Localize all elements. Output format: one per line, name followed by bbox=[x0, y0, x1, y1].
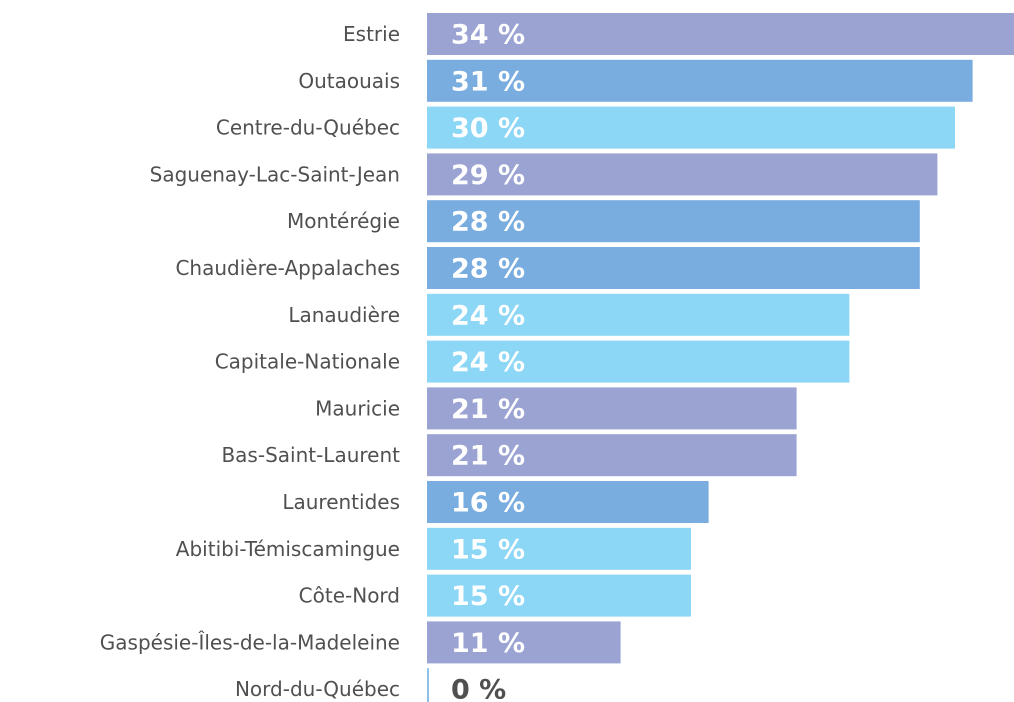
category-label: Capitale-Nationale bbox=[215, 350, 400, 374]
category-label: Outaouais bbox=[298, 69, 400, 93]
bar bbox=[427, 481, 709, 523]
bar bbox=[427, 340, 850, 383]
bar bbox=[427, 574, 691, 617]
category-label: Gaspésie-Îles-de-la-Madeleine bbox=[100, 630, 400, 654]
category-label: Abitibi-Témiscamingue bbox=[176, 537, 400, 561]
value-label: 21 % bbox=[451, 441, 525, 472]
value-label: 28 % bbox=[451, 207, 525, 238]
value-label: 0 % bbox=[451, 675, 506, 702]
bar bbox=[427, 247, 920, 289]
bar bbox=[427, 200, 920, 243]
bar bbox=[427, 387, 797, 430]
bar bbox=[427, 59, 973, 102]
value-label: 29 % bbox=[451, 160, 525, 191]
value-label: 28 % bbox=[451, 254, 525, 285]
value-label: 24 % bbox=[451, 300, 525, 331]
category-label: Nord-du-Québec bbox=[235, 677, 400, 701]
bar bbox=[427, 13, 1014, 55]
bar bbox=[427, 527, 691, 570]
value-label: 31 % bbox=[451, 66, 525, 97]
category-label: Centre-du-Québec bbox=[216, 116, 400, 140]
bar bbox=[427, 621, 621, 664]
bar bbox=[427, 153, 938, 196]
value-label: 24 % bbox=[451, 347, 525, 378]
bar bbox=[427, 106, 955, 149]
bar bbox=[427, 293, 850, 336]
value-label: 15 % bbox=[451, 534, 525, 565]
value-label: 34 % bbox=[451, 20, 525, 51]
category-label: Laurentides bbox=[282, 490, 400, 514]
category-label: Montérégie bbox=[287, 209, 400, 233]
value-label: 11 % bbox=[451, 628, 525, 659]
category-label: Bas-Saint-Laurent bbox=[221, 443, 400, 467]
category-label: Mauricie bbox=[315, 396, 400, 420]
value-label: 21 % bbox=[451, 394, 525, 425]
value-label: 16 % bbox=[451, 488, 525, 519]
category-label: Lanaudière bbox=[288, 303, 400, 327]
value-label: 15 % bbox=[451, 581, 525, 612]
value-label: 30 % bbox=[451, 113, 525, 144]
category-label: Côte-Nord bbox=[299, 584, 400, 608]
bar bbox=[427, 434, 797, 477]
bar bbox=[427, 668, 429, 702]
category-label: Estrie bbox=[343, 22, 400, 46]
category-label: Chaudière-Appalaches bbox=[175, 256, 400, 280]
category-label: Saguenay-Lac-Saint-Jean bbox=[150, 162, 400, 186]
